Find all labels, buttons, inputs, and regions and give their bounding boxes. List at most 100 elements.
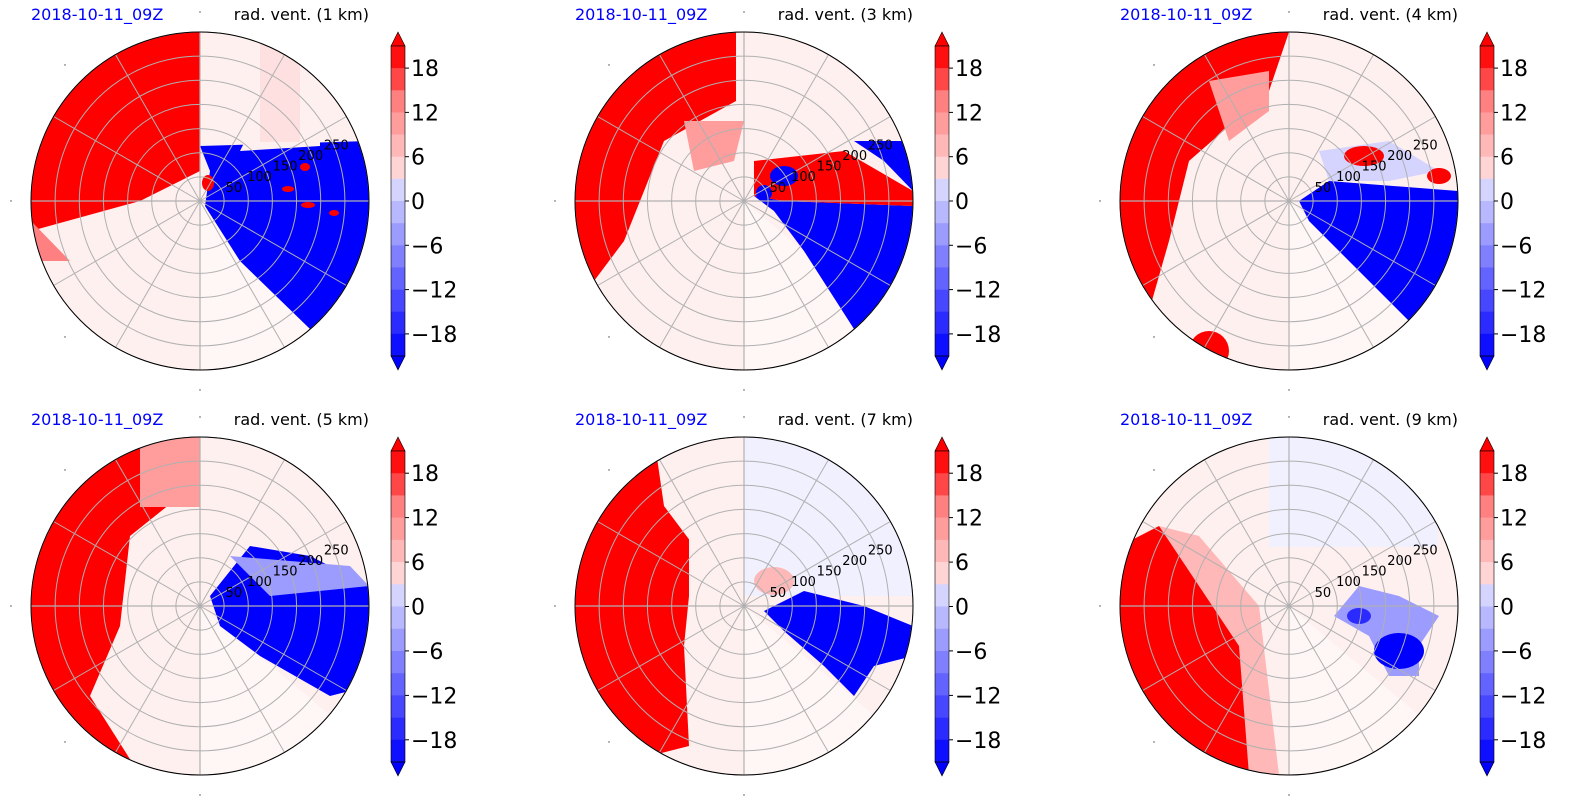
colorbar-tick-label: 18	[955, 57, 983, 82]
colorbar-extend-min	[390, 355, 406, 371]
tick-mark	[608, 64, 610, 66]
tick-mark	[608, 336, 610, 338]
colorbar-tick-label: 18	[1500, 462, 1528, 487]
plot-boundary	[574, 436, 914, 776]
colorbar-extend-max	[390, 436, 406, 452]
colorbar-level	[391, 562, 405, 585]
positive-region	[754, 151, 913, 206]
tick-mark	[1153, 64, 1155, 66]
colorbar-level	[391, 311, 405, 335]
positive-cell	[282, 186, 294, 192]
panel-title: rad. vent. (3 km)	[778, 5, 913, 24]
positive-cell	[1189, 331, 1229, 370]
colorbar-level	[1480, 223, 1494, 246]
positive-region	[575, 32, 736, 281]
range-tick-label: 200	[298, 554, 323, 569]
colorbar-level	[391, 606, 405, 630]
azimuth-spoke	[199, 605, 347, 691]
range-tick-label: 200	[1387, 554, 1412, 569]
colorbar-level	[935, 267, 949, 290]
colorbar-tick-label: −6	[1500, 640, 1532, 665]
colorbar-level	[935, 311, 949, 335]
colorbar-tick-label: −18	[1500, 729, 1546, 754]
azimuth-spoke	[199, 116, 347, 202]
range-tick-label: 100	[791, 170, 816, 185]
negative-region	[764, 591, 913, 696]
colorbar-level	[935, 223, 949, 246]
colorbar-tick-label: 12	[955, 507, 983, 532]
plot-boundary	[574, 31, 914, 371]
negative-cell	[1347, 608, 1371, 624]
negative-region	[1299, 181, 1458, 321]
colorbar-extend-min	[1479, 355, 1495, 371]
colorbar-level	[935, 717, 949, 741]
colorbar-extend-min	[1479, 761, 1495, 777]
near-zero-region	[200, 606, 330, 775]
azimuth-spoke	[1288, 54, 1374, 202]
colorbar-level	[1480, 473, 1494, 496]
colorbar-level	[391, 134, 405, 158]
range-tick-label: 250	[1413, 543, 1438, 558]
colorbar-tick-label: −6	[411, 234, 443, 259]
azimuth-spoke	[53, 116, 201, 202]
tick-mark	[743, 389, 745, 391]
colorbar-level	[935, 517, 949, 541]
azimuth-spoke	[659, 200, 745, 348]
colorbar-extend-max	[1479, 31, 1495, 47]
colorbar-level	[1480, 451, 1494, 474]
colorbar-tick-label: 6	[1500, 146, 1514, 171]
colorbar-tick-label: −18	[1500, 323, 1546, 348]
colorbar-level	[935, 695, 949, 718]
azimuth-spoke	[1142, 116, 1290, 202]
colorbar-tick-label: 18	[411, 462, 439, 487]
range-tick-label: 100	[791, 575, 816, 590]
azimuth-spoke	[1288, 459, 1374, 607]
panel-title: rad. vent. (7 km)	[778, 410, 913, 429]
colorbar-level	[391, 584, 405, 607]
tick-mark	[1153, 336, 1155, 338]
colorbar: 18 12 6 0 −6 −12 −18	[1479, 31, 1546, 371]
azimuth-spoke	[1142, 605, 1290, 691]
colorbar-level	[1480, 517, 1494, 541]
colorbar-tick-label: 0	[1500, 596, 1514, 621]
tick-mark	[1099, 605, 1101, 607]
colorbar-level	[935, 673, 949, 696]
azimuth-spoke	[743, 459, 829, 607]
range-tick-label: 50	[770, 586, 787, 601]
colorbar-level	[391, 223, 405, 246]
tick-mark	[64, 741, 66, 743]
colorbar-level	[391, 46, 405, 69]
range-tick-label: 50	[770, 181, 787, 196]
colorbar-level	[935, 201, 949, 224]
colorbar-tick-label: −12	[955, 684, 1001, 709]
colorbar-level	[935, 46, 949, 69]
colorbar-tick-label: 0	[955, 596, 969, 621]
colorbar-level	[935, 156, 949, 180]
tick-mark	[1288, 389, 1290, 391]
colorbar: 18 12 6 0 −6 −12 −18	[390, 436, 457, 777]
colorbar-tick-label: −6	[955, 640, 987, 665]
tick-mark	[1153, 469, 1155, 471]
colorbar-level	[391, 495, 405, 518]
near-zero-region	[689, 437, 749, 606]
range-tick-label: 200	[842, 149, 867, 164]
colorbar-extend-max	[1479, 436, 1495, 452]
range-tick-label: 250	[1413, 138, 1438, 153]
plot-boundary	[30, 436, 370, 776]
azimuth-spoke	[1204, 54, 1290, 202]
colorbar-level	[935, 289, 949, 313]
tick-mark	[1288, 794, 1290, 796]
colorbar-tick-label: 6	[955, 146, 969, 171]
colorbar-level	[391, 673, 405, 696]
range-tick-label: 150	[273, 160, 298, 175]
colorbar-tick-label: −18	[411, 729, 457, 754]
panel-date: 2018-10-11_09Z	[1120, 5, 1252, 25]
colorbar-tick-label: −12	[411, 279, 457, 304]
colorbar-level	[935, 90, 949, 113]
panel-date: 2018-10-11_09Z	[31, 410, 163, 430]
colorbar-level	[391, 539, 405, 563]
azimuth-spoke	[199, 200, 347, 286]
colorbar-tick-label: 6	[1500, 551, 1514, 576]
